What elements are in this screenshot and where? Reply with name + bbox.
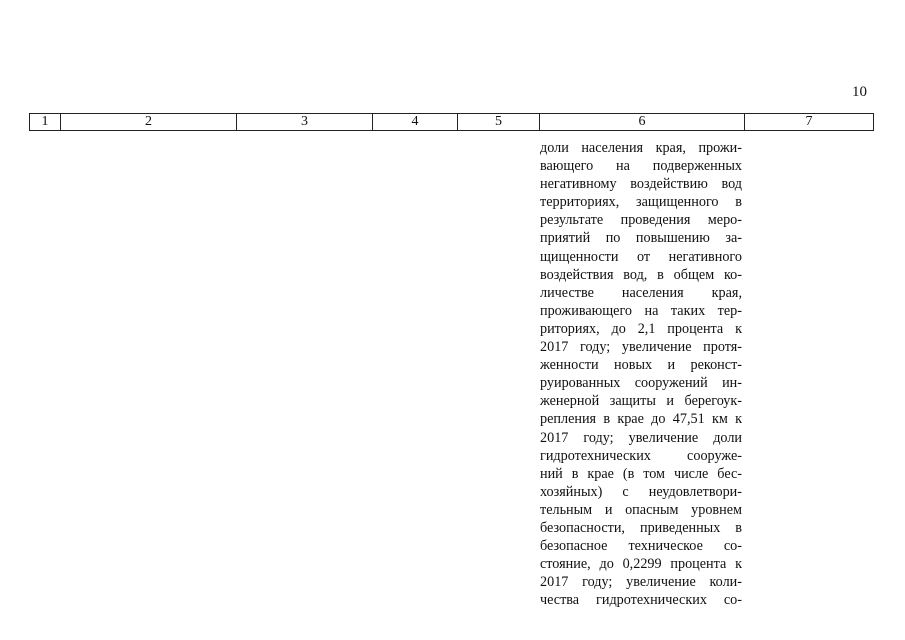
text-line: вающего на подверженных xyxy=(540,157,742,175)
column-6-text: доли населения края, прожи-вающего на по… xyxy=(540,139,742,609)
column-5-header: 5 xyxy=(457,113,540,131)
text-line-content: воздействия вод, в общем ко- xyxy=(540,266,742,283)
page-number: 10 xyxy=(852,84,867,100)
column-7-header: 7 xyxy=(744,113,874,131)
text-line-content: чества гидротехнических со- xyxy=(540,592,742,609)
text-line: чества гидротехнических со- xyxy=(540,591,742,609)
text-line: 2017 году; увеличение коли- xyxy=(540,573,742,591)
text-line: доли населения края, прожи- xyxy=(540,139,742,157)
text-line-content: хозяйных) с неудовлетвори- xyxy=(540,483,742,500)
text-line-content: женности новых и реконст- xyxy=(540,357,742,374)
text-line: женности новых и реконст- xyxy=(540,356,742,374)
text-line: безопасности, приведенных в xyxy=(540,519,742,537)
column-4-header: 4 xyxy=(372,113,458,131)
text-line-content: безопасности, приведенных в xyxy=(540,519,742,536)
text-line-content: приятий по повышению за- xyxy=(540,230,742,247)
text-line-content: щищенности от негативного xyxy=(540,248,742,265)
text-line-content: стояние, до 0,2299 процента к xyxy=(540,556,742,573)
text-line: безопасное техническое со- xyxy=(540,537,742,555)
text-line-content: гидротехнических сооруже- xyxy=(540,447,742,464)
text-line-content: вающего на подверженных xyxy=(540,158,742,175)
text-line: 2017 году; увеличение доли xyxy=(540,429,742,447)
text-line: результате проведения меро- xyxy=(540,211,742,229)
column-3-header: 3 xyxy=(236,113,373,131)
text-line-content: территориях, защищенного в xyxy=(540,194,742,211)
text-line: ний в крае (в том числе бес- xyxy=(540,465,742,483)
text-line-content: 2017 году; увеличение доли xyxy=(540,429,742,446)
text-line: негативному воздействию вод xyxy=(540,175,742,193)
text-line: тельным и опасным уровнем xyxy=(540,501,742,519)
table-header: 1 2 3 4 5 6 7 xyxy=(29,113,874,131)
text-line-content: тельным и опасным уровнем xyxy=(540,501,742,518)
text-line-content: доли населения края, прожи- xyxy=(540,140,742,156)
text-line-content: ний в крае (в том числе бес- xyxy=(540,465,742,482)
text-line-content: 2017 году; увеличение коли- xyxy=(540,574,742,591)
text-line: приятий по повышению за- xyxy=(540,229,742,247)
text-line: стояние, до 0,2299 процента к xyxy=(540,555,742,573)
text-line-content: репления в крае до 47,51 км к xyxy=(540,411,742,428)
text-line-content: 2017 году; увеличение протя- xyxy=(540,339,742,356)
text-line-content: результате проведения меро- xyxy=(540,212,742,229)
text-line: территориях, защищенного в xyxy=(540,193,742,211)
text-line: 2017 году; увеличение протя- xyxy=(540,338,742,356)
text-line: риториях, до 2,1 процента к xyxy=(540,320,742,338)
text-line: руированных сооружений ин- xyxy=(540,374,742,392)
text-line-content: проживающего на таких тер- xyxy=(540,302,742,319)
text-line-content: риториях, до 2,1 процента к xyxy=(540,320,742,337)
text-line-content: руированных сооружений ин- xyxy=(540,375,742,392)
column-number-row: 1 2 3 4 5 6 7 xyxy=(29,113,874,131)
text-line: личестве населения края, xyxy=(540,284,742,302)
text-line: проживающего на таких тер- xyxy=(540,302,742,320)
column-1-header: 1 xyxy=(29,113,61,131)
text-line: гидротехнических сооруже- xyxy=(540,447,742,465)
text-line-content: безопасное техническое со- xyxy=(540,538,742,555)
text-line-content: женерной защиты и берегоук- xyxy=(540,393,742,410)
column-2-header: 2 xyxy=(60,113,237,131)
text-line-content: личестве населения края, xyxy=(540,284,742,301)
text-line-content: негативному воздействию вод xyxy=(540,176,742,193)
text-line: хозяйных) с неудовлетвори- xyxy=(540,483,742,501)
text-line: воздействия вод, в общем ко- xyxy=(540,266,742,284)
text-line: щищенности от негативного xyxy=(540,248,742,266)
text-line: репления в крае до 47,51 км к xyxy=(540,410,742,428)
text-line: женерной защиты и берегоук- xyxy=(540,392,742,410)
column-6-header: 6 xyxy=(539,113,745,131)
